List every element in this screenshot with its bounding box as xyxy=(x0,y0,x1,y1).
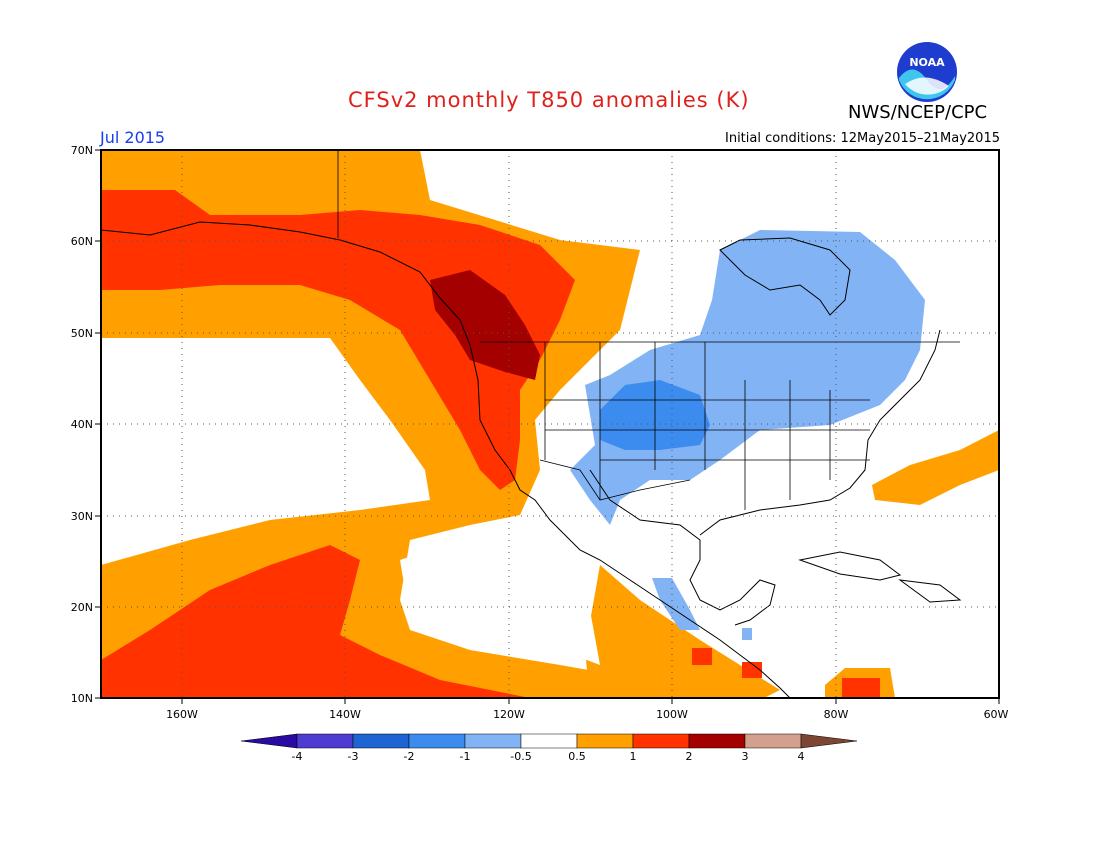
lat-tick-label: 50N xyxy=(71,327,93,340)
anomaly-region-cool xyxy=(742,628,752,640)
political-borders xyxy=(337,150,960,510)
anomaly-region-hot xyxy=(101,190,575,490)
target-month-label: Jul 2015 xyxy=(100,128,166,147)
noaa-logo-text: NOAA xyxy=(909,56,945,69)
anomaly-region-hot xyxy=(742,662,762,678)
lat-labels: 70N 60N 50N 40N 30N 20N 10N xyxy=(71,144,93,705)
axis-ticks xyxy=(95,149,1000,704)
colorbar-swatch xyxy=(632,733,690,749)
anomaly-region-very-hot xyxy=(430,270,540,380)
coastlines xyxy=(101,221,962,698)
colorbar-swatch xyxy=(296,733,354,749)
colorbar-label: -1 xyxy=(460,750,471,763)
anomaly-region-warm xyxy=(585,565,780,698)
colorbar-swatch xyxy=(688,733,746,749)
colorbar-swatch xyxy=(408,733,466,749)
colorbar-label: 1 xyxy=(630,750,637,763)
colorbar-arrow-low xyxy=(240,733,298,749)
colorbar-label: 0.5 xyxy=(568,750,586,763)
colorbar-label: -2 xyxy=(404,750,415,763)
lon-tick-label: 80W xyxy=(824,708,849,721)
noaa-logo-icon: NOAA xyxy=(897,42,957,102)
lat-tick-label: 60N xyxy=(71,235,93,248)
anomaly-region-cool xyxy=(570,230,925,525)
lon-tick-label: 60W xyxy=(984,708,1009,721)
colorbar: -4 -3 -2 -1 -0.5 0.5 1 2 3 4 xyxy=(240,733,858,763)
lat-tick-label: 20N xyxy=(71,601,93,614)
colorbar-arrow-high xyxy=(800,733,858,749)
colorbar-swatch xyxy=(352,733,410,749)
map-title: CFSv2 monthly T850 anomalies (K) xyxy=(348,88,750,112)
colorbar-swatch xyxy=(744,733,802,749)
lat-tick-label: 30N xyxy=(71,510,93,523)
lon-tick-label: 100W xyxy=(656,708,688,721)
colorbar-label: 2 xyxy=(686,750,693,763)
lat-tick-label: 40N xyxy=(71,418,93,431)
colorbar-label: 4 xyxy=(798,750,805,763)
lat-tick-label: 10N xyxy=(71,692,93,705)
lon-tick-label: 160W xyxy=(166,708,198,721)
colorbar-swatch xyxy=(520,733,578,749)
anomaly-region-hot xyxy=(692,648,712,665)
lon-labels: 160W 140W 120W 100W 80W 60W xyxy=(166,708,1008,721)
colorbar-label: -4 xyxy=(292,750,303,763)
anomaly-region-warm xyxy=(872,430,999,505)
anomaly-fill xyxy=(101,150,999,698)
agency-label: NWS/NCEP/CPC xyxy=(848,102,988,123)
colorbar-label: 3 xyxy=(742,750,749,763)
anomaly-region-cool xyxy=(652,578,700,630)
lat-tick-label: 70N xyxy=(71,144,93,157)
colorbar-swatch xyxy=(464,733,522,749)
colorbar-label: -0.5 xyxy=(510,750,531,763)
initial-conditions-label: Initial conditions: 12May2015–21May2015 xyxy=(725,131,1000,146)
anomaly-region-hot xyxy=(101,545,530,698)
lon-tick-label: 120W xyxy=(493,708,525,721)
colorbar-swatch xyxy=(576,733,634,749)
colorbar-label: -3 xyxy=(348,750,359,763)
anomaly-region-hot xyxy=(842,678,880,698)
graticule xyxy=(101,150,999,698)
lon-tick-label: 140W xyxy=(329,708,361,721)
